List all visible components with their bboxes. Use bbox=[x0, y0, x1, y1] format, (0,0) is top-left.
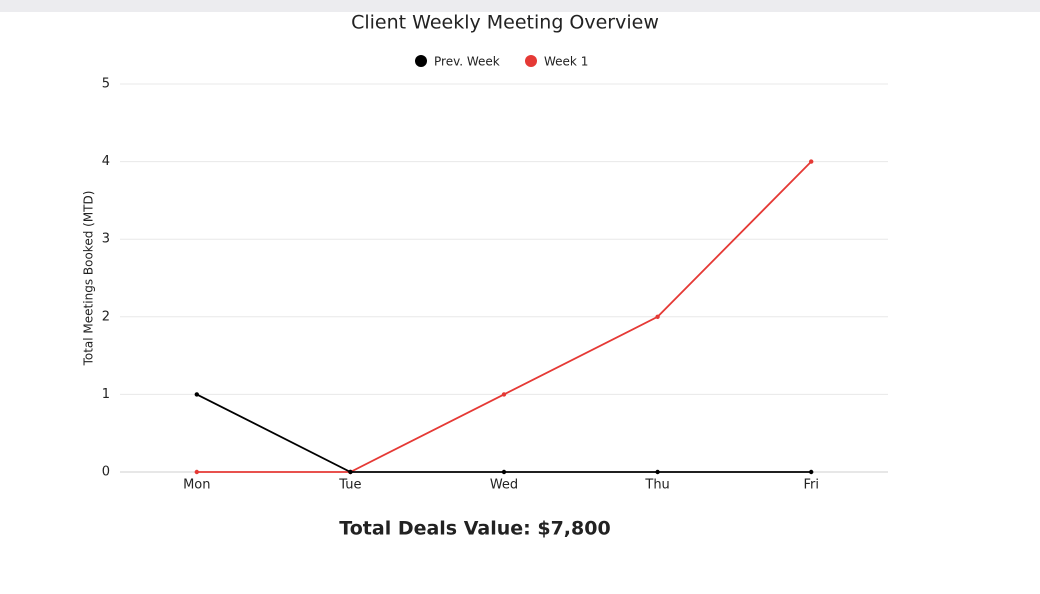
y-tick-label: 3 bbox=[102, 232, 110, 247]
data-point bbox=[348, 469, 353, 475]
series-line bbox=[196, 393, 812, 473]
data-point bbox=[501, 392, 507, 397]
x-tick-label: Fri bbox=[803, 478, 819, 493]
total-deals: Total Deals Value: $7,800 bbox=[339, 518, 610, 540]
x-tick-label: Tue bbox=[338, 478, 361, 493]
legend-swatch bbox=[415, 55, 427, 67]
y-tick-label: 1 bbox=[102, 387, 110, 402]
data-point bbox=[501, 469, 507, 475]
y-tick-label: 0 bbox=[102, 465, 110, 480]
y-tick-label: 2 bbox=[102, 309, 110, 324]
browser-bar bbox=[0, 0, 1040, 12]
data-point bbox=[194, 392, 199, 397]
legend-label: Prev. Week bbox=[434, 55, 500, 69]
data-point bbox=[194, 469, 199, 475]
y-axis-label: Total Meetings Booked (MTD) bbox=[82, 191, 96, 367]
chart-title: Client Weekly Meeting Overview bbox=[351, 12, 659, 34]
data-point bbox=[809, 159, 814, 164]
x-tick-label: Thu bbox=[644, 478, 669, 493]
legend-label: Week 1 bbox=[544, 55, 588, 69]
x-tick-label: Wed bbox=[490, 478, 518, 493]
data-point bbox=[655, 314, 660, 319]
data-point bbox=[655, 469, 660, 475]
x-tick-label: Mon bbox=[183, 478, 210, 493]
data-point bbox=[809, 469, 814, 475]
y-tick-label: 4 bbox=[102, 154, 110, 169]
legend-swatch bbox=[525, 55, 537, 67]
y-tick-label: 5 bbox=[102, 77, 110, 92]
